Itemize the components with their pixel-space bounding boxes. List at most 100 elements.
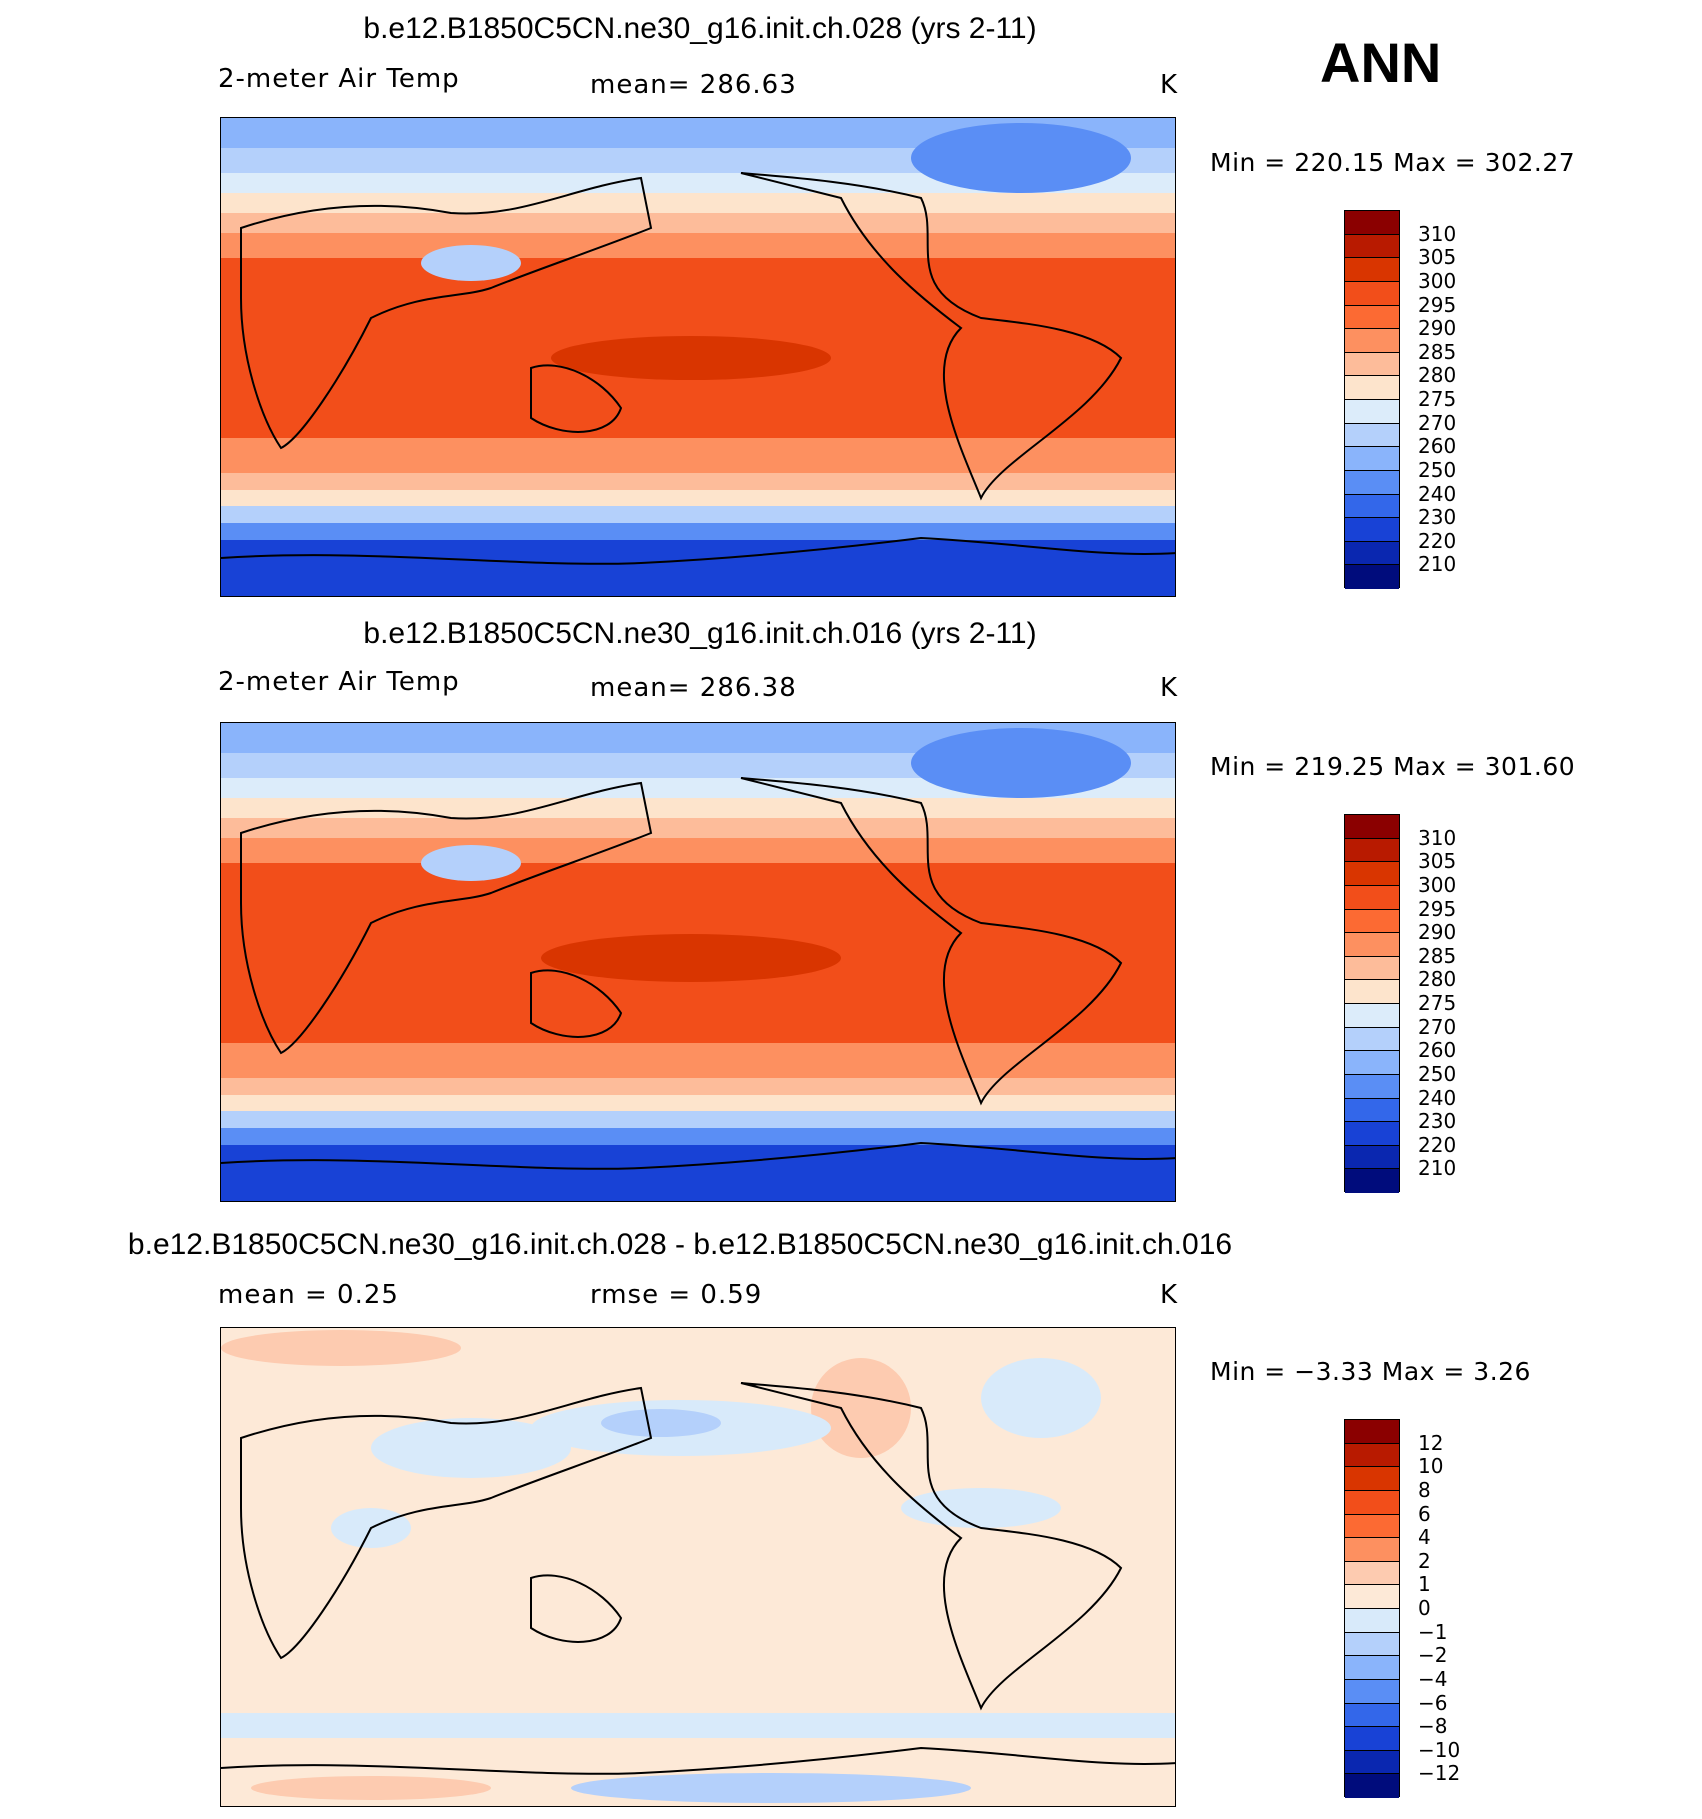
colorbar-tick-label: −4 — [1418, 1666, 1448, 1691]
colorbar-tick-label: 250 — [1418, 1061, 1457, 1086]
colorbar-tick-label: 300 — [1418, 872, 1457, 897]
colorbar-swatch — [1345, 862, 1399, 886]
panel-1-colorbar-labels: 310 305 300 295 290 285 280 275 270 260 250 240 230 2… — [1418, 210, 1498, 588]
panel-2-mean-label: mean= 286.38 — [590, 673, 797, 703]
colorbar-tick-label: 210 — [1418, 1156, 1457, 1181]
colorbar-swatch — [1345, 1727, 1399, 1751]
colorbar-swatch — [1345, 258, 1399, 282]
colorbar-tick-label: 295 — [1418, 896, 1457, 921]
colorbar-tick-label: 230 — [1418, 505, 1457, 530]
panel-1-minmax: Min = 220.15 Max = 302.27 — [1210, 148, 1576, 177]
colorbar-swatch — [1345, 1750, 1399, 1775]
colorbar-tick-label: 290 — [1418, 316, 1457, 341]
colorbar-tick-label: 270 — [1418, 1014, 1457, 1039]
colorbar-tick-label: 4 — [1418, 1525, 1431, 1550]
colorbar-tick-label: 2 — [1418, 1548, 1431, 1573]
panel-3-mean-label: mean = 0.25 — [218, 1280, 399, 1310]
colorbar-swatch — [1345, 1656, 1399, 1680]
colorbar-swatch — [1345, 1561, 1399, 1586]
colorbar-swatch — [1345, 1051, 1399, 1075]
colorbar-swatch — [1345, 1074, 1399, 1099]
americas-coast — [740, 172, 1123, 501]
colorbar-swatch — [1345, 909, 1399, 934]
colorbar-swatch — [1345, 1679, 1399, 1704]
colorbar-swatch — [1345, 281, 1399, 306]
colorbar-swatch — [1345, 565, 1399, 589]
colorbar-swatch — [1345, 1703, 1399, 1728]
colorbar-tick-label: 210 — [1418, 552, 1457, 577]
colorbar-tick-label: 310 — [1418, 825, 1457, 850]
colorbar-tick-label: 220 — [1418, 1132, 1457, 1157]
panel-3-map-svg — [221, 1328, 1175, 1806]
colorbar-swatch — [1345, 423, 1399, 448]
panel-3-minmax: Min = −3.33 Max = 3.26 — [1210, 1357, 1531, 1386]
colorbar-tick-label: 285 — [1418, 339, 1457, 364]
colorbar-tick-label: 10 — [1418, 1454, 1444, 1479]
colorbar-tick-label: −2 — [1418, 1643, 1448, 1668]
colorbar-tick-label: 260 — [1418, 434, 1457, 459]
colorbar-swatch — [1345, 838, 1399, 863]
panel-2-title: b.e12.B1850C5CN.ne30_g16.init.ch.016 (yr… — [363, 617, 1037, 650]
colorbar-swatch — [1345, 1585, 1399, 1609]
colorbar-swatch — [1345, 1169, 1399, 1193]
panel-3-rmse-label: rmse = 0.59 — [590, 1280, 763, 1310]
colorbar-tick-label: 6 — [1418, 1501, 1431, 1526]
colorbar-swatch — [1345, 329, 1399, 353]
panel-1-colorbar — [1344, 210, 1400, 589]
colorbar-swatch — [1345, 400, 1399, 424]
colorbar-tick-label: 240 — [1418, 1085, 1457, 1110]
colorbar-tick-label: 260 — [1418, 1038, 1457, 1063]
panel-2-colorbar-labels: 310 305 300 295 290 285 280 275 270 260 250 240 230 2… — [1418, 814, 1498, 1192]
panel-3-map — [220, 1327, 1176, 1807]
colorbar-tick-label: 285 — [1418, 943, 1457, 968]
colorbar-swatch — [1345, 1514, 1399, 1539]
colorbar-tick-label: −10 — [1418, 1737, 1461, 1762]
colorbar-swatch — [1345, 234, 1399, 259]
panel-2-colorbar — [1344, 814, 1400, 1193]
colorbar-tick-label: 230 — [1418, 1109, 1457, 1134]
colorbar-swatch — [1345, 447, 1399, 471]
colorbar-swatch — [1345, 1467, 1399, 1491]
tibet-cold — [421, 245, 521, 281]
colorbar-swatch — [1345, 1538, 1399, 1562]
colorbar-swatch — [1345, 1490, 1399, 1515]
panel-2-variable-label: 2-meter Air Temp — [218, 667, 460, 697]
australia-coast — [530, 364, 623, 433]
colorbar-swatch — [1345, 1004, 1399, 1028]
antarctica-coast — [221, 536, 1175, 565]
colorbar-tick-label: 305 — [1418, 849, 1457, 874]
colorbar-swatch — [1345, 494, 1399, 519]
colorbar-swatch — [1345, 1774, 1399, 1798]
antarctic-band — [221, 540, 1175, 596]
colorbar-swatch — [1345, 1122, 1399, 1146]
panel-3-title: b.e12.B1850C5CN.ne30_g16.init.ch.028 - b… — [127, 1228, 1233, 1261]
colorbar-tick-label: 0 — [1418, 1596, 1431, 1620]
colorbar-swatch — [1345, 518, 1399, 542]
colorbar-tick-label: 1 — [1418, 1572, 1431, 1597]
colorbar-swatch — [1345, 933, 1399, 957]
colorbar-swatch — [1345, 541, 1399, 566]
colorbar-swatch — [1345, 1027, 1399, 1052]
panel-1-map-svg — [221, 118, 1175, 596]
colorbar-tick-label: 275 — [1418, 387, 1457, 411]
colorbar-swatch — [1345, 305, 1399, 330]
panel-2-map-svg — [221, 723, 1175, 1201]
colorbar-tick-label: 305 — [1418, 245, 1457, 270]
panel-2-map — [220, 722, 1176, 1202]
colorbar-swatch — [1345, 211, 1399, 235]
colorbar-swatch — [1345, 1632, 1399, 1657]
colorbar-tick-label: 290 — [1418, 920, 1457, 945]
panel-3-colorbar — [1344, 1419, 1400, 1798]
panel-1-title: b.e12.B1850C5CN.ne30_g16.init.ch.028 (yr… — [363, 12, 1037, 45]
panel-1-units: K — [1160, 70, 1179, 100]
colorbar-tick-label: 275 — [1418, 991, 1457, 1015]
colorbar-tick-label: 295 — [1418, 292, 1457, 317]
colorbar-tick-label: −1 — [1418, 1619, 1448, 1644]
season-label: ANN — [1320, 31, 1442, 94]
panel-3-colorbar-labels: 12 10 8 6 4 2 1 0 −1 −2 −4 −6 −8 −10 −12 — [1418, 1419, 1498, 1797]
warm-pool — [551, 336, 831, 380]
colorbar-tick-label: −12 — [1418, 1761, 1461, 1786]
colorbar-tick-label: 220 — [1418, 528, 1457, 553]
colorbar-tick-label: −6 — [1418, 1690, 1448, 1715]
colorbar-tick-label: 250 — [1418, 457, 1457, 482]
